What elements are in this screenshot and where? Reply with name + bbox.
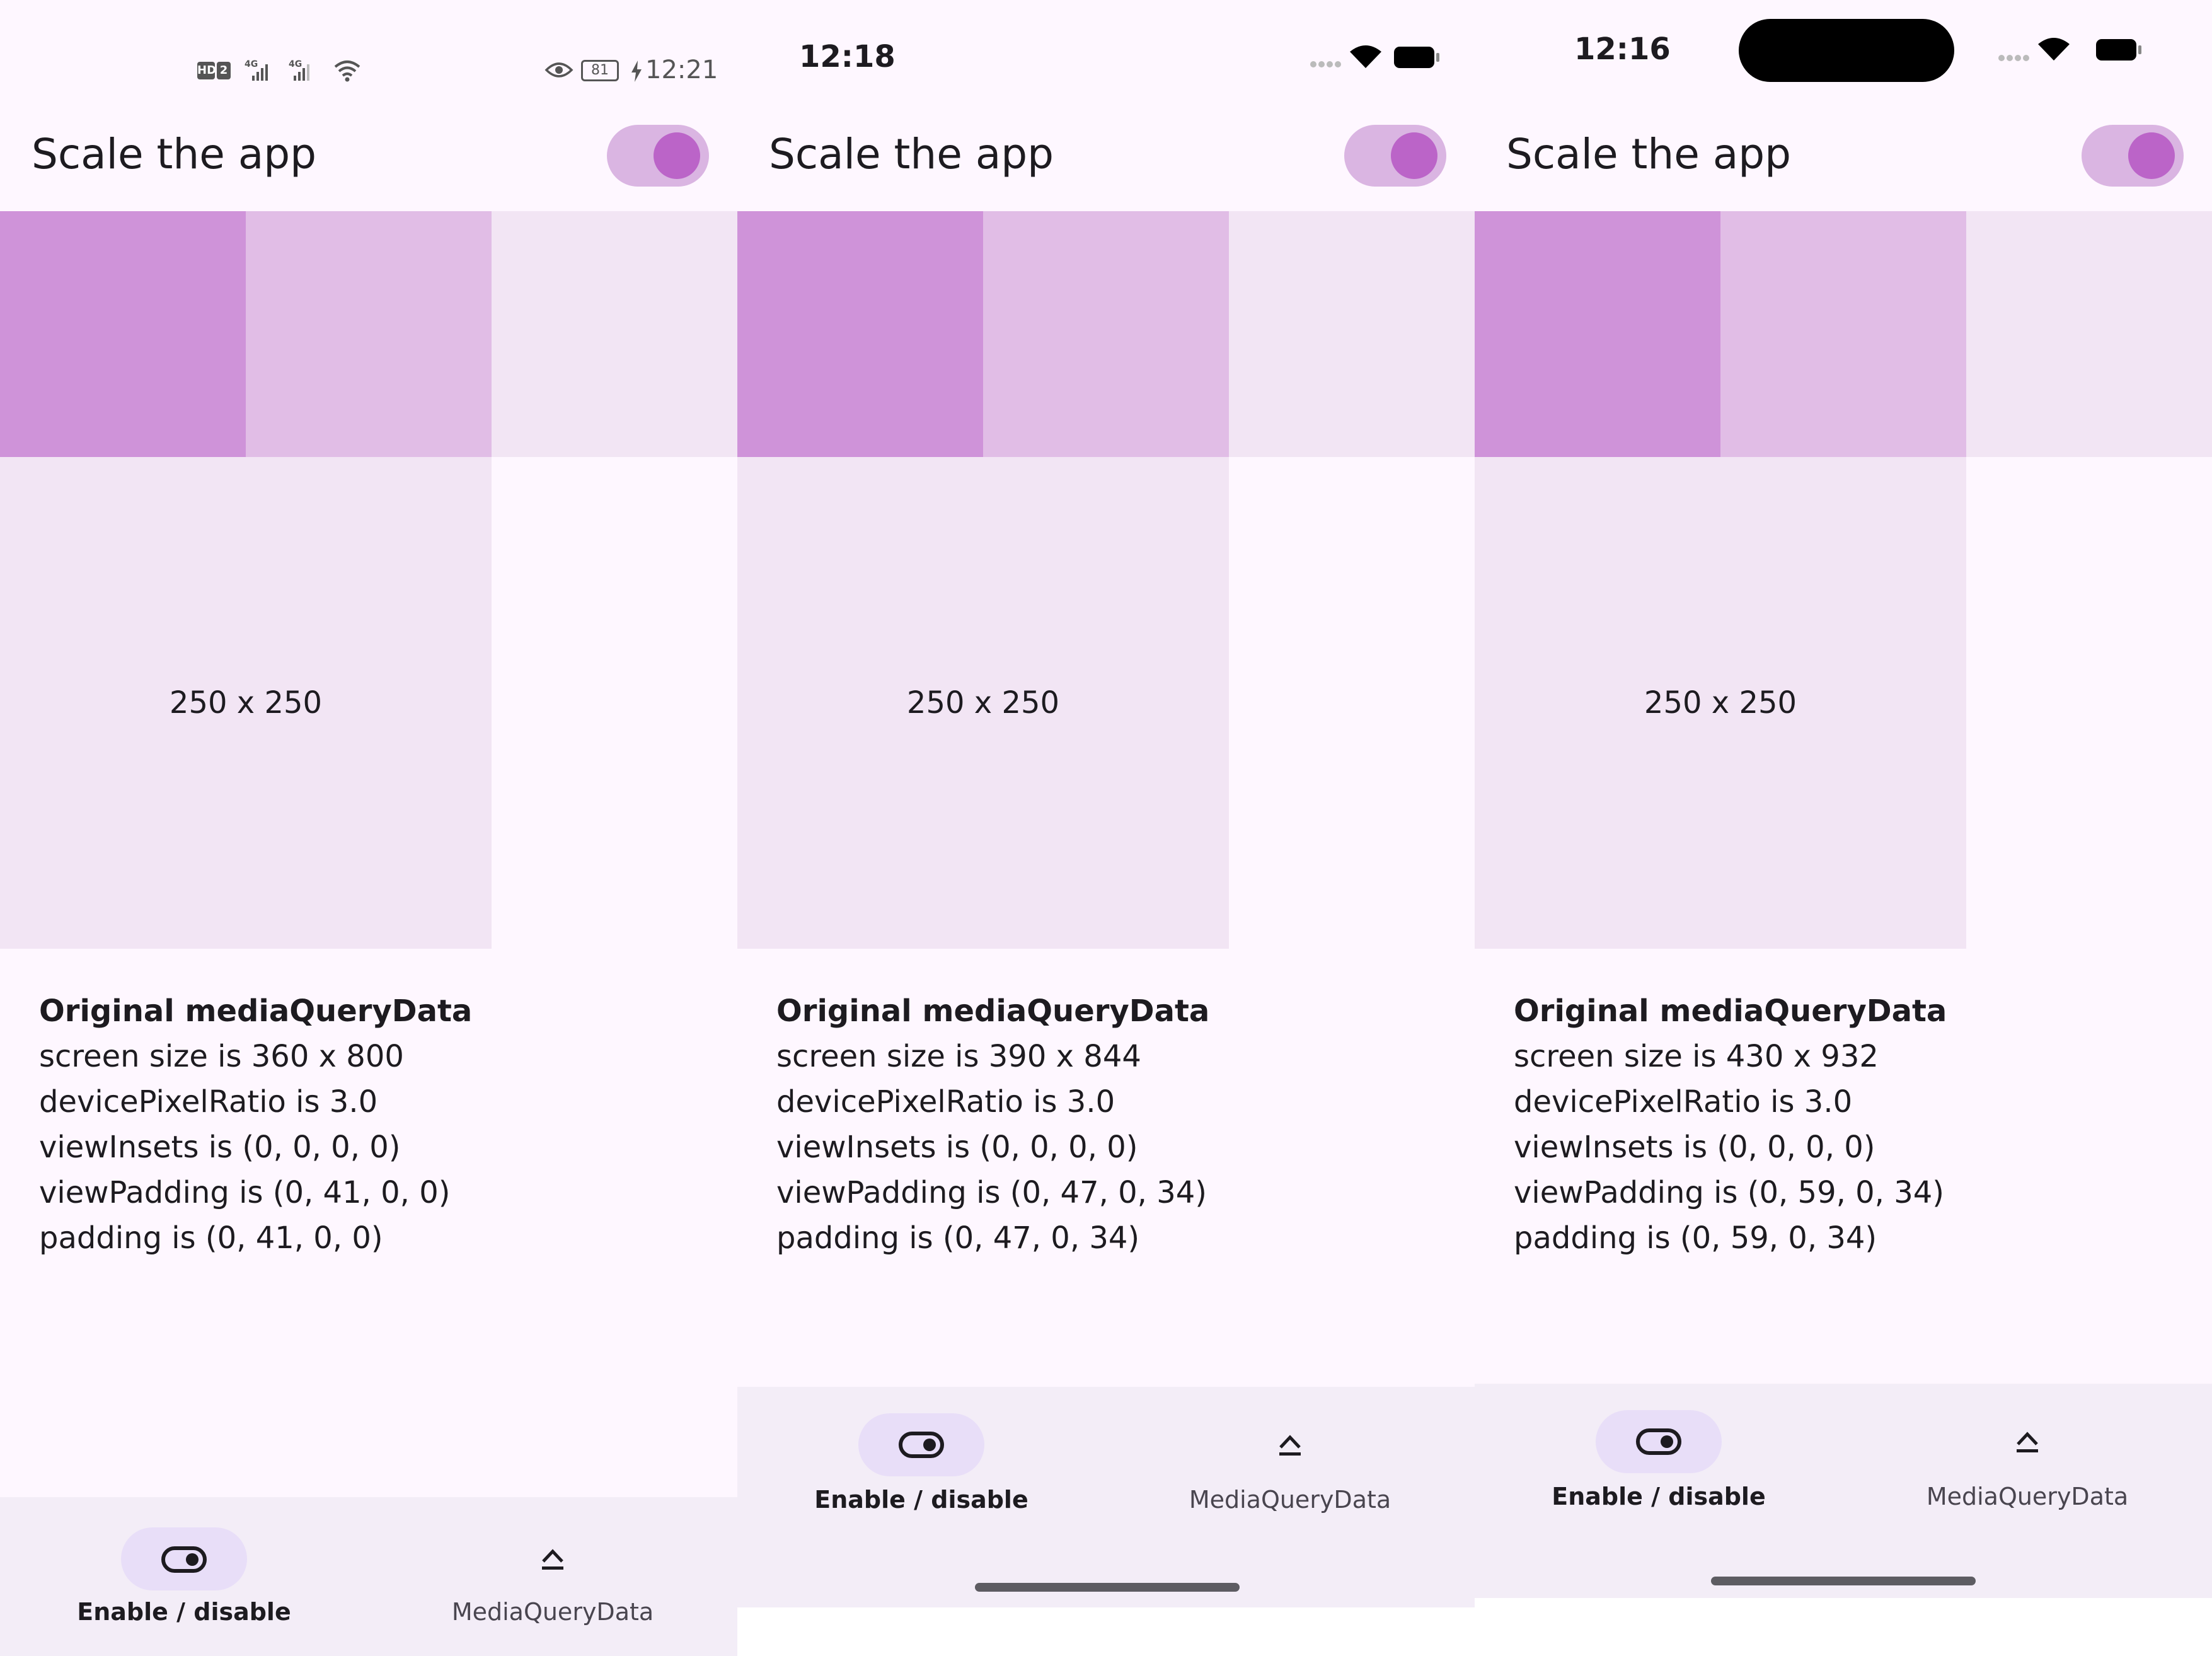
nav-label: Enable / disable xyxy=(1552,1483,1766,1510)
info-line: viewInsets is (0, 0, 0, 0) xyxy=(1514,1130,1875,1165)
battery-icon: 81 xyxy=(581,60,619,81)
toggle-icon xyxy=(1636,1428,1681,1455)
phone-android: HD 2 4G 4G 81 xyxy=(0,0,737,1656)
color-tile-3 xyxy=(1966,211,2212,457)
nav-indicator xyxy=(858,1413,984,1476)
page-title: Scale the app xyxy=(32,130,317,178)
toggle-icon xyxy=(899,1432,944,1458)
info-line: screen size is 360 x 800 xyxy=(39,1039,404,1074)
sized-box-250 xyxy=(0,457,492,949)
status-time: 12:16 xyxy=(1574,32,1671,67)
nav-label: MediaQueryData xyxy=(1926,1483,2129,1510)
status-time: 12:18 xyxy=(799,39,896,74)
hd-badge: HD xyxy=(197,62,216,79)
eject-icon xyxy=(1277,1431,1303,1460)
info-line: padding is (0, 59, 0, 34) xyxy=(1514,1220,1877,1256)
scale-toggle-switch[interactable] xyxy=(2082,125,2184,187)
info-line: devicePixelRatio is 3.0 xyxy=(1514,1084,1853,1120)
bottom-navigation-bar: Enable / disable MediaQueryData xyxy=(1475,1384,2212,1598)
color-tile-1 xyxy=(0,211,246,457)
info-title: Original mediaQueryData xyxy=(39,993,473,1029)
switch-thumb xyxy=(654,132,700,179)
eject-icon xyxy=(2014,1428,2041,1457)
info-line: devicePixelRatio is 3.0 xyxy=(39,1084,378,1120)
wifi-icon xyxy=(2037,37,2071,62)
nav-item-mediaquerydata[interactable]: MediaQueryData xyxy=(1126,1387,1454,1544)
color-tile-3 xyxy=(492,211,737,457)
status-bar: HD 2 4G 4G 81 xyxy=(0,0,737,113)
color-tile-3 xyxy=(1229,211,1475,457)
box-size-label: 250 x 250 xyxy=(906,685,1060,721)
bottom-navigation-bar: Enable / disable MediaQueryData xyxy=(0,1497,737,1656)
nav-item-mediaquerydata[interactable]: MediaQueryData xyxy=(1863,1384,2191,1541)
eye-icon xyxy=(544,61,573,79)
info-title: Original mediaQueryData xyxy=(776,993,1210,1029)
status-bar: 12:18 xyxy=(737,0,1475,113)
nav-item-mediaquerydata[interactable]: MediaQueryData xyxy=(389,1497,717,1656)
color-tile-2 xyxy=(246,211,492,457)
nav-item-enable-disable[interactable]: Enable / disable xyxy=(1495,1384,1823,1541)
info-line: devicePixelRatio is 3.0 xyxy=(776,1084,1115,1120)
nav-indicator xyxy=(1596,1410,1722,1473)
dynamic-island xyxy=(1739,19,1954,82)
switch-thumb xyxy=(1391,132,1437,179)
scale-toggle-switch[interactable] xyxy=(607,125,709,187)
info-line: viewPadding is (0, 47, 0, 34) xyxy=(776,1175,1207,1210)
home-indicator[interactable] xyxy=(975,1583,1240,1592)
nav-item-enable-disable[interactable]: Enable / disable xyxy=(757,1387,1085,1544)
nav-label: MediaQueryData xyxy=(1189,1486,1391,1514)
box-size-label: 250 x 250 xyxy=(1644,685,1797,721)
sim-badge: 2 xyxy=(217,62,231,79)
sized-box-250 xyxy=(737,457,1229,949)
network-type-2: 4G xyxy=(289,59,302,69)
color-tile-2 xyxy=(1720,211,1966,457)
battery-icon xyxy=(2095,38,2143,62)
media-query-info: Original mediaQueryData screen size is 3… xyxy=(39,988,472,1261)
phone-ios: 12:18 Scale the app 250 x 250 Original m… xyxy=(737,0,1475,1656)
toggle-icon xyxy=(161,1546,207,1573)
color-tile-2 xyxy=(983,211,1229,457)
switch-thumb xyxy=(2128,132,2175,179)
network-type-1: 4G xyxy=(245,59,258,69)
info-line: viewPadding is (0, 59, 0, 34) xyxy=(1514,1175,1944,1210)
signal-icon: 4G 4G xyxy=(234,58,323,83)
eject-icon xyxy=(539,1545,566,1574)
battery-icon xyxy=(1393,45,1441,69)
signal-dots-icon xyxy=(1998,54,2032,62)
info-line: screen size is 390 x 844 xyxy=(776,1039,1141,1074)
info-line: screen size is 430 x 932 xyxy=(1514,1039,1879,1074)
status-bar: 12:16 xyxy=(1475,0,2212,113)
media-query-info: Original mediaQueryData screen size is 4… xyxy=(1514,988,1947,1261)
phone-ios-dynamic-island: 12:16 Scale the app 250 x 250 Original m… xyxy=(1475,0,2212,1656)
box-size-label: 250 x 250 xyxy=(169,685,323,721)
status-time: 12:21 xyxy=(645,55,718,84)
nav-label: Enable / disable xyxy=(77,1598,291,1626)
media-query-info: Original mediaQueryData screen size is 3… xyxy=(776,988,1209,1261)
nav-indicator xyxy=(121,1527,247,1590)
color-tile-1 xyxy=(737,211,983,457)
sized-box-250 xyxy=(1475,457,1966,949)
info-title: Original mediaQueryData xyxy=(1514,993,1947,1029)
nav-item-enable-disable[interactable]: Enable / disable xyxy=(20,1497,348,1656)
wifi-icon xyxy=(1349,44,1383,69)
signal-dots-icon xyxy=(1310,61,1344,68)
wifi-icon xyxy=(333,58,362,83)
color-tile-1 xyxy=(1475,211,1720,457)
info-line: padding is (0, 41, 0, 0) xyxy=(39,1220,383,1256)
nav-label: MediaQueryData xyxy=(451,1598,654,1626)
bottom-navigation-bar: Enable / disable MediaQueryData xyxy=(737,1387,1475,1607)
charging-icon xyxy=(630,61,643,82)
nav-label: Enable / disable xyxy=(814,1486,1028,1514)
page-title: Scale the app xyxy=(769,130,1054,178)
home-indicator[interactable] xyxy=(1711,1577,1976,1585)
info-line: viewInsets is (0, 0, 0, 0) xyxy=(776,1130,1138,1165)
info-line: padding is (0, 47, 0, 34) xyxy=(776,1220,1140,1256)
scale-toggle-switch[interactable] xyxy=(1344,125,1446,187)
info-line: viewPadding is (0, 41, 0, 0) xyxy=(39,1175,451,1210)
info-line: viewInsets is (0, 0, 0, 0) xyxy=(39,1130,401,1165)
page-title: Scale the app xyxy=(1506,130,1792,178)
